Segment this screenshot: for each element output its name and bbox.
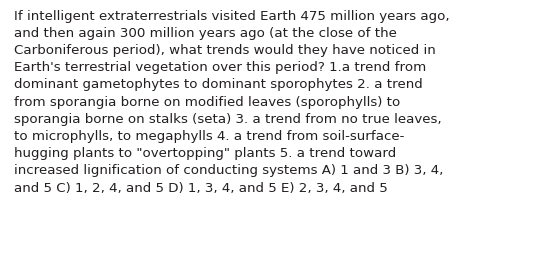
Text: If intelligent extraterrestrials visited Earth 475 million years ago,
and then a: If intelligent extraterrestrials visited…	[14, 10, 450, 194]
